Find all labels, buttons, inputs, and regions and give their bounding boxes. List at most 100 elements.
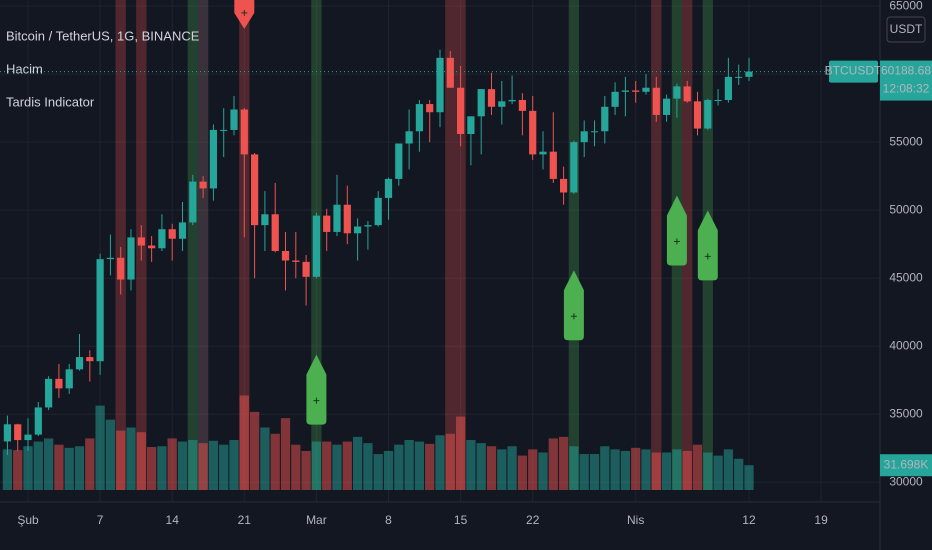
- volume-bar: [414, 441, 425, 490]
- volume-bar: [74, 446, 85, 490]
- candle-body: [446, 57, 454, 88]
- volume-bar: [558, 436, 569, 490]
- candle-body: [281, 250, 290, 261]
- signal-arrow: [697, 210, 718, 281]
- volume-bar: [692, 444, 703, 490]
- volume-bar: [43, 438, 54, 490]
- volume-tag: [880, 454, 932, 477]
- volume-bar: [105, 419, 116, 490]
- volume-bar: [95, 405, 105, 490]
- candle-body: [189, 181, 197, 223]
- signal-cross: [313, 397, 320, 404]
- volume-bar: [435, 435, 445, 490]
- volume-bar: [136, 432, 146, 490]
- volume-bar: [33, 441, 43, 490]
- candle-body: [745, 71, 753, 77]
- volume-bar: [497, 449, 507, 490]
- signal-band: [239, 0, 250, 490]
- candle-body: [261, 214, 269, 226]
- currency-box[interactable]: [886, 16, 926, 43]
- symbol-tag: [829, 60, 878, 83]
- y-tick-label: 35000: [889, 406, 923, 420]
- volume-bar: [620, 450, 631, 490]
- volume-bar: [208, 440, 219, 490]
- volume-bar: [146, 447, 157, 490]
- x-tick-label: Şub: [17, 513, 39, 527]
- candle-body: [724, 76, 732, 100]
- signal-cross: [570, 313, 577, 320]
- candle-body: [353, 226, 362, 234]
- volume-bar: [723, 449, 734, 490]
- candle-body: [312, 215, 321, 277]
- volume-bar: [600, 446, 610, 490]
- volume-bar: [589, 454, 600, 490]
- volume-bar: [260, 427, 270, 490]
- symbol-label: BTCUSDT: [825, 64, 882, 78]
- candle-body: [735, 76, 743, 78]
- volume-bar: [425, 443, 435, 490]
- candle-body: [323, 215, 331, 232]
- x-tick-label: 21: [238, 513, 252, 527]
- volume-bar: [538, 452, 548, 490]
- candle-body: [704, 99, 712, 129]
- last-volume-label: 31.698K: [884, 457, 929, 471]
- candle-body: [137, 237, 145, 246]
- volume-bar: [507, 446, 517, 490]
- volume-bar: [23, 446, 33, 490]
- volume-bar: [280, 418, 291, 490]
- candle-body: [415, 104, 424, 132]
- y-tick-label: 50000: [889, 202, 923, 216]
- candle-body: [395, 143, 403, 179]
- candle-body: [14, 424, 22, 441]
- candle-body: [487, 89, 496, 107]
- volume-bar: [744, 465, 754, 490]
- volume-bar: [734, 458, 744, 490]
- candle-body: [148, 245, 156, 249]
- candle-body: [601, 106, 609, 132]
- volume-bar: [569, 446, 579, 490]
- candle-body: [117, 257, 125, 280]
- currency[interactable]: USDT: [890, 22, 923, 36]
- candle-body: [683, 86, 691, 102]
- candle-body: [127, 237, 135, 280]
- volume-bar: [291, 444, 301, 490]
- volume-bar: [466, 440, 476, 490]
- candle-body: [580, 131, 588, 143]
- candle-body: [220, 129, 228, 131]
- signal-band: [568, 0, 580, 490]
- candle-body: [364, 225, 372, 227]
- indicator-name: Tardis Indicator: [6, 94, 95, 109]
- volume-bar: [631, 447, 641, 490]
- price-tag: [880, 60, 932, 101]
- volume-bar: [394, 444, 404, 490]
- signal-cross: [673, 238, 680, 245]
- candle-body: [199, 181, 207, 189]
- candle-body: [621, 90, 629, 92]
- x-tick-label: 7: [97, 513, 104, 527]
- volume-bar: [249, 411, 260, 490]
- candle-body: [518, 99, 527, 111]
- candle-body: [178, 222, 187, 239]
- candle-body: [611, 91, 619, 107]
- chart-title: Bitcoin / TetherUS, 1G, BINANCE: [6, 28, 200, 43]
- x-tick-label: Mar: [306, 513, 327, 527]
- candle-body: [251, 154, 259, 226]
- candle-body: [498, 101, 506, 107]
- volume-bar: [167, 438, 177, 490]
- volume-bar: [373, 454, 383, 490]
- volume-bar: [517, 455, 528, 490]
- volume-bar: [528, 449, 538, 490]
- signal-arrow: [563, 270, 584, 341]
- candle-body: [343, 204, 351, 234]
- candle-body: [477, 89, 485, 117]
- volume-bar: [455, 416, 466, 490]
- volume-bar: [548, 438, 558, 490]
- candle-body: [302, 261, 310, 277]
- signal-band: [682, 0, 693, 490]
- volume-bar: [713, 455, 723, 490]
- signal-arrow: [306, 354, 327, 425]
- volume-bar: [404, 440, 414, 490]
- candle-body: [632, 90, 640, 92]
- y-tick-label: 55000: [889, 134, 923, 148]
- volume-bar: [383, 450, 394, 490]
